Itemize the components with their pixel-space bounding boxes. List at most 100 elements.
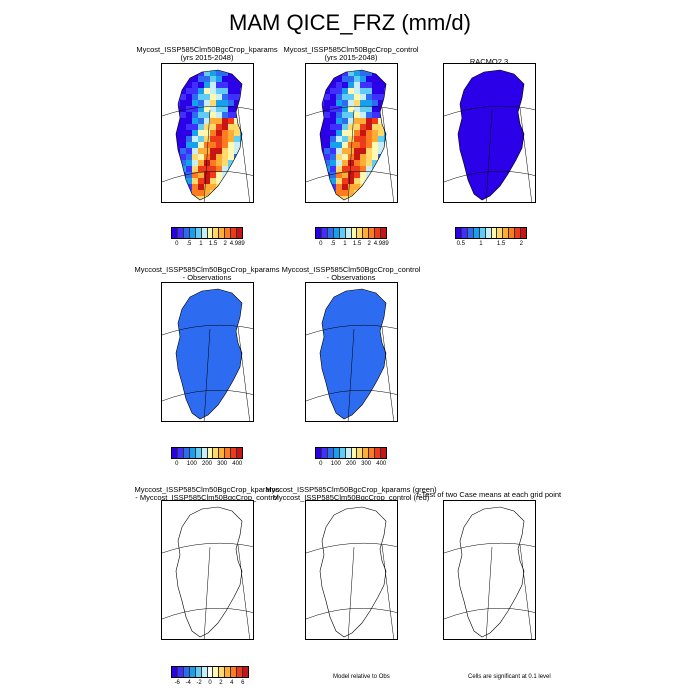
colorbar-swatch <box>183 228 190 238</box>
panel-title-line1: Myccost_ISSP585Clm50BgcCrop_kparams (gre… <box>265 485 437 494</box>
colorbar-swatch <box>321 448 328 458</box>
graticule-line <box>162 170 253 183</box>
colorbar-swatch <box>456 228 462 238</box>
graticule-line <box>237 544 251 639</box>
colorbar-swatch <box>195 667 202 677</box>
graticule-line <box>381 544 395 639</box>
note-model-relative: Model relative to Obs <box>333 674 390 680</box>
panel-title-r3c2: Myccost_ISSP585Clm50BgcCrop_kparams (gre… <box>251 486 451 502</box>
graticule-line <box>485 546 493 639</box>
colorbar-swatch <box>369 448 376 458</box>
colorbar-labels-r2c2: 0 100 200 300 400 <box>315 461 387 469</box>
coastline <box>319 69 387 201</box>
colorbar-tick-label: 200 <box>345 461 357 467</box>
colorbar-tick-label: 0 <box>208 680 212 686</box>
colorbar-tick-label: 2 <box>223 241 227 247</box>
graticule-line <box>381 326 395 421</box>
graticule-line <box>485 109 493 202</box>
graticule-line <box>347 109 355 202</box>
colorbar-swatch <box>321 228 328 238</box>
colorbar-swatch <box>183 448 190 458</box>
colorbar-tick-label: -6 <box>174 680 180 686</box>
colorbar-labels-r3c1: -6 -4 -2 0 2 4 6 <box>171 680 249 688</box>
colorbar-tick-label: 100 <box>186 461 197 467</box>
map-panel-r1c3 <box>443 63 536 203</box>
colorbar-swatch <box>375 448 382 458</box>
colorbar-swatch <box>195 228 202 238</box>
colorbar-swatch <box>195 448 202 458</box>
note-significance: Cells are significant at 0.1 level <box>468 674 551 680</box>
colorbar-swatch <box>461 228 468 238</box>
colorbar-swatch <box>207 448 214 458</box>
graticule-line <box>306 607 397 620</box>
colorbar-swatch <box>237 448 243 458</box>
field-cells <box>176 289 242 419</box>
colorbar-swatch <box>201 228 208 238</box>
map-panel-r1c2 <box>305 63 398 203</box>
colorbar-swatch <box>219 667 226 677</box>
field-cells <box>176 70 242 200</box>
map-panel-r1c1 <box>161 63 254 203</box>
graticule-line <box>519 544 533 639</box>
colorbar-swatch <box>231 667 238 677</box>
colorbar-swatch <box>225 448 232 458</box>
colorbar-tick-label: 200 <box>201 461 213 467</box>
panel-title-line2: (yrs 2015-2048) <box>180 53 234 62</box>
field-cells <box>320 70 386 200</box>
graticule-line <box>203 109 211 202</box>
coastline <box>175 69 243 201</box>
colorbar-r2c2 <box>315 447 387 459</box>
colorbar-tick-label: 1 <box>343 241 347 247</box>
colorbar-swatch <box>363 228 370 238</box>
colorbar-swatch <box>207 667 214 677</box>
colorbar-swatch <box>237 228 243 238</box>
colorbar-swatch <box>189 667 196 677</box>
colorbar-tick-label: 6 <box>241 680 245 686</box>
colorbar-swatch <box>213 448 220 458</box>
colorbar-swatch <box>189 228 196 238</box>
greenland-map-r2c2 <box>306 288 397 421</box>
graticule-line <box>203 328 211 421</box>
graticule-line <box>347 328 355 421</box>
greenland-map-r2c1 <box>162 288 253 421</box>
colorbar-tick-label: 400 <box>376 461 387 467</box>
colorbar-labels-r2c1: 0 100 200 300 400 <box>171 461 243 469</box>
colorbar-swatch <box>189 448 196 458</box>
colorbar-swatch <box>473 228 480 238</box>
colorbar-tick-label: 0 <box>319 461 323 467</box>
colorbar-swatch <box>231 228 238 238</box>
colorbar-swatch <box>351 448 358 458</box>
colorbar-swatch <box>207 228 214 238</box>
colorbar-swatch <box>503 228 510 238</box>
colorbar-swatch <box>375 228 382 238</box>
greenland-map-r1c3 <box>444 69 535 202</box>
map-panel-r2c2 <box>305 282 398 422</box>
coastline <box>319 288 387 420</box>
colorbar-tick-label: -4 <box>185 680 191 686</box>
colorbar-labels-r1c1: 0 .5 1 1.5 2 4.989 <box>171 241 245 249</box>
colorbar-swatch <box>213 228 220 238</box>
colorbar-tick-label: .5 <box>186 241 192 247</box>
panel-title-r2c2: Myccost_ISSP585Clm50BgcCrop_control - Ob… <box>251 266 451 282</box>
graticule-line <box>519 107 533 202</box>
colorbar-r1c1 <box>171 227 243 239</box>
colorbar-labels-r1c2: 0 .5 1 1.5 2 4.989 <box>315 241 389 249</box>
colorbar-swatch <box>219 228 226 238</box>
greenland-map-r3c2 <box>306 506 397 639</box>
panel-title-line1: Myccost_ISSP585Clm50BgcCrop_control <box>281 265 421 274</box>
map-panel-r3c1 <box>161 500 254 640</box>
colorbar-swatch <box>177 448 184 458</box>
colorbar-tick-label: 300 <box>361 461 372 467</box>
colorbar-swatch <box>485 228 492 238</box>
colorbar-swatch <box>177 228 184 238</box>
figure-title: MAM QICE_FRZ (mm/d) <box>229 10 471 35</box>
colorbar-swatch <box>316 228 322 238</box>
panel-title-r1c1: Mycost_ISSP585Clm50BgcCrop_kparams (yrs … <box>107 46 307 62</box>
map-panel-r2c1 <box>161 282 254 422</box>
graticule-line <box>444 607 535 620</box>
colorbar-tick-label: -2 <box>196 680 202 686</box>
graticule-line <box>162 389 253 402</box>
greenland-map-r1c1 <box>162 69 253 202</box>
field-cells <box>458 70 524 200</box>
colorbar-tick-label: 1.5 <box>208 241 218 247</box>
